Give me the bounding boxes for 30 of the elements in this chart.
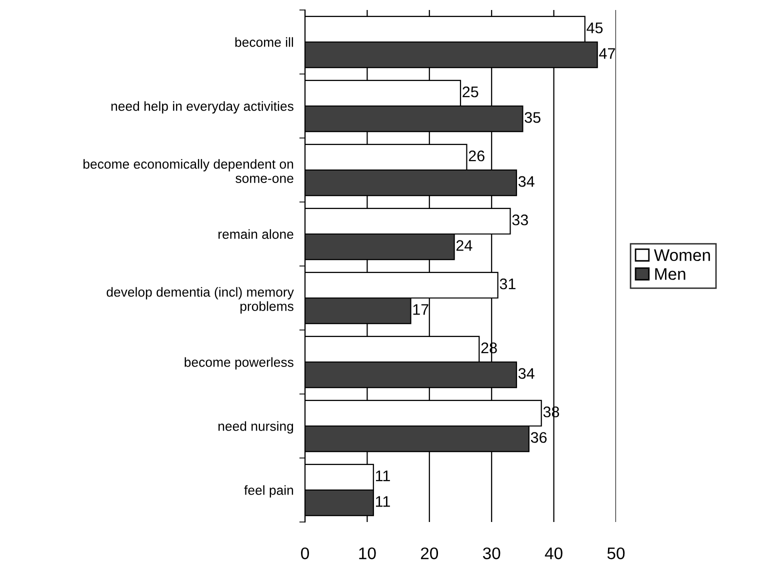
y-tick-label: become powerless bbox=[184, 357, 294, 370]
data-label: 45 bbox=[586, 22, 603, 34]
legend-label: Women bbox=[654, 249, 710, 262]
data-label: 24 bbox=[456, 240, 472, 251]
data-label: 47 bbox=[599, 48, 615, 59]
x-tick-label: 50 bbox=[607, 547, 625, 560]
data-label: 25 bbox=[462, 86, 478, 98]
legend-label: Men bbox=[655, 268, 686, 280]
data-label: 36 bbox=[530, 432, 547, 443]
y-tick-label: become economically dependent on some-one bbox=[84, 159, 294, 183]
data-label: 34 bbox=[518, 176, 534, 187]
data-label: 26 bbox=[468, 150, 484, 162]
x-tick-label: 0 bbox=[301, 547, 309, 560]
data-label: 11 bbox=[376, 470, 390, 482]
x-tick-label: 20 bbox=[420, 547, 438, 560]
y-tick-label: develop dementia (incl) memory problems bbox=[106, 287, 294, 314]
data-label: 34 bbox=[518, 368, 534, 379]
y-tick-label: become ill bbox=[235, 37, 294, 47]
y-tick-label: need nursing bbox=[218, 421, 294, 434]
data-label: 33 bbox=[512, 214, 528, 226]
data-label: 17 bbox=[413, 304, 428, 315]
data-label: 11 bbox=[376, 496, 390, 507]
y-tick-label: remain alone bbox=[218, 229, 294, 239]
x-tick-label: 10 bbox=[359, 547, 376, 560]
x-tick-label: 30 bbox=[482, 547, 500, 560]
y-tick-label: need help in everyday activities bbox=[111, 101, 294, 114]
x-tick-label: 40 bbox=[544, 547, 562, 560]
data-label: 35 bbox=[524, 112, 540, 123]
y-tick-label: feel pain bbox=[244, 485, 294, 498]
data-label: 31 bbox=[500, 278, 516, 290]
